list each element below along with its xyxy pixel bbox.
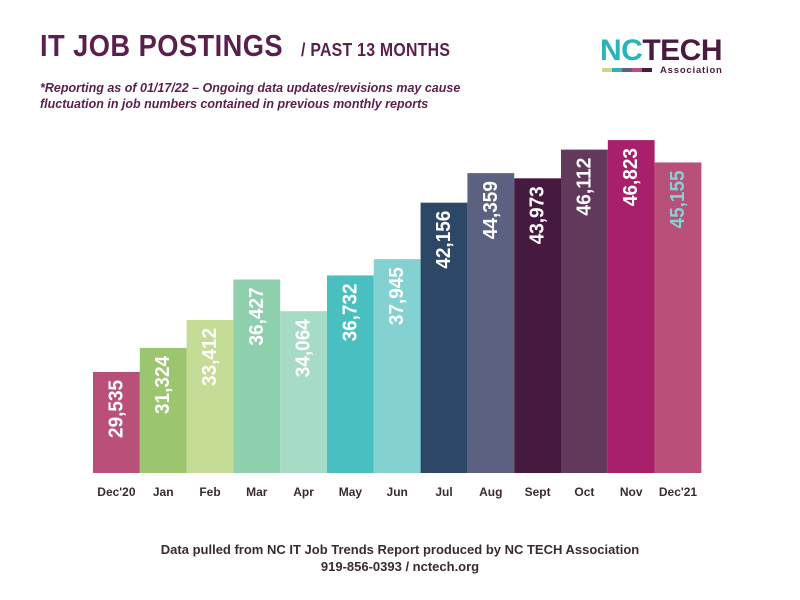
- x-tick-label: Mar: [246, 485, 268, 499]
- nctech-logo: NCTECH Association: [600, 36, 740, 80]
- logo-association: Association: [660, 65, 723, 76]
- bar-nov: [607, 140, 655, 473]
- logo-tech: TECH: [642, 34, 723, 67]
- x-tick-label: Jul: [435, 485, 452, 499]
- x-tick-label: Nov: [620, 485, 643, 499]
- logo-color-strip: [602, 68, 652, 72]
- logo-wordmark: NCTECH: [600, 34, 723, 67]
- bar-value-label: 46,112: [573, 158, 595, 216]
- chart-subtitle: / PAST 13 MONTHS: [300, 40, 450, 60]
- bar-value-label: 44,359: [480, 181, 502, 239]
- bar-jul: [420, 202, 468, 473]
- bar-mar: [233, 279, 281, 473]
- bar-value-label: 43,973: [527, 186, 549, 244]
- logo-strip-segment: [612, 68, 622, 72]
- bar-value-label: 29,535: [105, 380, 127, 438]
- bar-aug: [467, 173, 515, 474]
- footer-source: Data pulled from NC IT Job Trends Report…: [160, 542, 640, 557]
- x-tick-label: May: [339, 485, 363, 499]
- logo-strip-segment: [632, 68, 642, 72]
- footer-contact: 919-856-0393 / nctech.org: [320, 559, 480, 574]
- bar-value-label: 45,155: [667, 170, 689, 228]
- bar-feb: [186, 319, 234, 473]
- bar-apr: [280, 311, 327, 473]
- bar-value-label: 36,427: [246, 288, 268, 346]
- bar-dec21: [654, 162, 702, 473]
- x-tick-label: Jan: [153, 485, 174, 499]
- logo-strip-segment: [622, 68, 632, 72]
- x-tick-label: Apr: [293, 485, 314, 499]
- chart-title: IT JOB POSTINGS: [40, 28, 284, 63]
- bar-dec20: [93, 371, 140, 473]
- x-tick-label: Oct: [574, 485, 594, 499]
- bar-may: [327, 275, 374, 473]
- bar-jun: [373, 259, 421, 473]
- bar-value-label: 42,156: [433, 211, 455, 269]
- logo-strip-segment: [602, 68, 612, 72]
- x-tick-label: Jun: [387, 485, 408, 499]
- bar-value-label: 37,945: [386, 267, 408, 325]
- logo-strip-segment: [642, 68, 652, 72]
- bar-oct: [561, 149, 608, 473]
- logo-nc: NC: [600, 34, 643, 67]
- x-tick-label: Dec'21: [659, 485, 698, 499]
- bar-value-label: 33,412: [199, 328, 221, 386]
- chart-title-block: IT JOB POSTINGS / PAST 13 MONTHS: [40, 28, 470, 64]
- bar-value-label: 34,064: [293, 318, 315, 377]
- x-tick-label: Feb: [199, 485, 220, 499]
- bar-value-label: 36,732: [339, 283, 361, 341]
- bar-jan: [139, 347, 187, 473]
- bar-value-label: 46,823: [620, 148, 642, 206]
- bar-sept: [514, 178, 561, 474]
- reporting-note: *Reporting as of 01/17/22 – Ongoing data…: [40, 81, 461, 111]
- x-tick-label: Aug: [479, 485, 502, 499]
- bar-value-label: 31,324: [152, 355, 174, 414]
- x-tick-label: Dec'20: [97, 485, 136, 499]
- x-tick-label: Sept: [525, 485, 551, 499]
